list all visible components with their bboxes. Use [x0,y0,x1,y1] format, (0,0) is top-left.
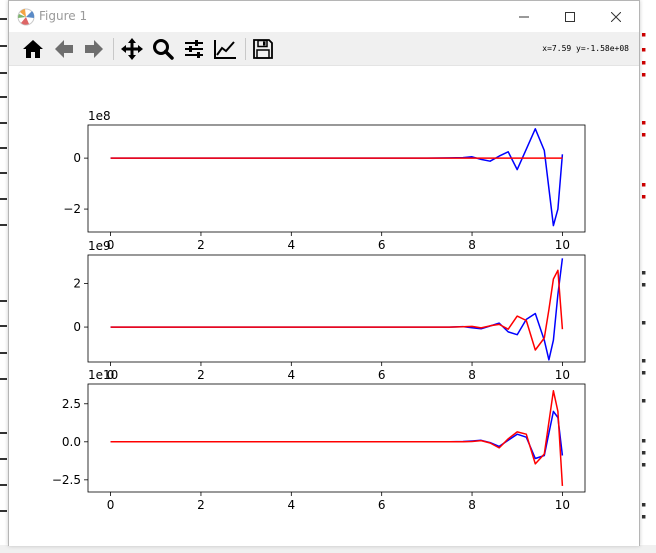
background-code-fragment: ▪ [641,500,647,510]
background-code-fragment: ▪ [641,460,647,470]
x-tick-label: 6 [378,238,386,252]
x-tick-label: 6 [378,368,386,382]
back-button[interactable] [50,35,78,63]
figure-window: Figure 1 [8,0,640,546]
background-code-fragment: ▪ [641,70,647,80]
background-code-fragment: ▪ [641,356,647,366]
toolbar-separator [113,38,114,60]
background-editor-left [0,0,8,553]
subplot-1[interactable]: 0 2 4 6 8 10 0 −2 1e8 [63,109,586,252]
close-button[interactable] [593,1,639,32]
window-title: Figure 1 [39,9,88,23]
x-tick-label: 10 [555,368,570,382]
magnifier-icon [153,39,174,60]
forward-button[interactable] [80,35,108,63]
y-tick-label: 2 [73,276,81,290]
x-tick-label: 2 [197,368,205,382]
x-tick-label: 4 [287,368,295,382]
y-tick-label: −2.5 [52,473,81,487]
y-tick-label: 0 [73,151,81,165]
y-tick-label: 2.5 [62,397,81,411]
y-tick-label: −2 [63,202,81,216]
x-tick-label: 0 [107,368,115,382]
pan-button[interactable] [118,35,146,63]
axes-frame [87,383,586,493]
titlebar: Figure 1 [9,1,639,32]
cursor-coordinates: x=7.59 y=-1.58e+08 [542,44,629,53]
y-tick-label: 0 [73,320,81,334]
home-icon [23,40,43,58]
background-code-fragment: ▪ [641,192,647,202]
home-button[interactable] [19,35,47,63]
y-exponent-label: 1e8 [88,109,111,123]
toolbar-separator [245,38,246,60]
maximize-button[interactable] [547,1,593,32]
background-code-fragment: ▪ [641,58,647,68]
x-tick-label: 8 [468,498,476,512]
x-tick-label: 6 [378,498,386,512]
zoom-button[interactable] [149,35,177,63]
navigation-toolbar: x=7.59 y=-1.58e+08 [9,32,639,66]
edit-axes-button[interactable] [211,35,239,63]
arrow-right-icon [85,40,103,58]
background-taskbar [0,545,656,553]
background-editor-right: ▪ ▪ ▪ ▪ ▪ ▪ ▪ ▪ ▪ ▪ ▪ ▪ ▪ ▪ ▪ ▪ ▪ ▪ ▪ [640,0,656,553]
background-code-fragment: ▪ [641,396,647,406]
save-button[interactable] [249,35,277,63]
x-tick-label: 4 [287,238,295,252]
move-icon [121,38,143,60]
series-line-red [110,390,564,486]
y-exponent-label: 1e10 [88,368,118,382]
x-tick-label: 8 [468,238,476,252]
background-code-fragment: ▪ [641,368,647,378]
x-tick-label: 0 [107,498,115,512]
configure-subplots-button[interactable] [180,35,208,63]
close-icon [611,11,621,22]
chart-line-icon [214,40,236,59]
axes-frame [87,254,586,363]
background-code-fragment: ▪ [641,130,647,140]
background-code-fragment: ▪ [641,30,647,40]
floppy-icon [253,39,273,59]
y-exponent-label: 1e9 [88,239,111,253]
x-tick-label: 8 [468,368,476,382]
background-code-fragment: ▪ [641,180,647,190]
subplot-3[interactable]: 0 2 4 6 8 10 2.5 0.0 −2.5 1e10 [52,368,586,512]
minimize-icon [519,16,529,17]
background-code-fragment: ▪ [641,118,647,128]
background-code-fragment: ▪ [641,436,647,446]
axes-frame [87,124,586,233]
series-line-red [110,269,564,351]
x-tick-label: 2 [197,238,205,252]
arrow-left-icon [55,40,73,58]
x-tick-label: 10 [555,498,570,512]
maximize-icon [565,11,575,22]
x-tick-label: 2 [197,498,205,512]
background-code-fragment: ▪ [641,448,647,458]
sliders-icon [185,40,203,58]
x-tick-label: 4 [287,498,295,512]
y-tick-label: 0.0 [62,435,81,449]
background-code-fragment: ▪ [641,45,647,55]
background-code-fragment: ▪ [641,268,647,278]
x-tick-label: 0 [107,238,115,252]
x-tick-label: 10 [555,238,570,252]
background-code-fragment: ▪ [641,318,647,328]
figure-canvas[interactable]: 0 2 4 6 8 10 0 −2 1e8 0 2 4 6 8 10 2 0 1e9 0 2 4 6 8 10 2.5 0.0 −2… [9,66,639,546]
background-code-fragment: ▪ [641,512,647,522]
minimize-button[interactable] [501,1,547,32]
background-code-fragment: ▪ [641,280,647,290]
matplotlib-app-icon [17,8,35,26]
